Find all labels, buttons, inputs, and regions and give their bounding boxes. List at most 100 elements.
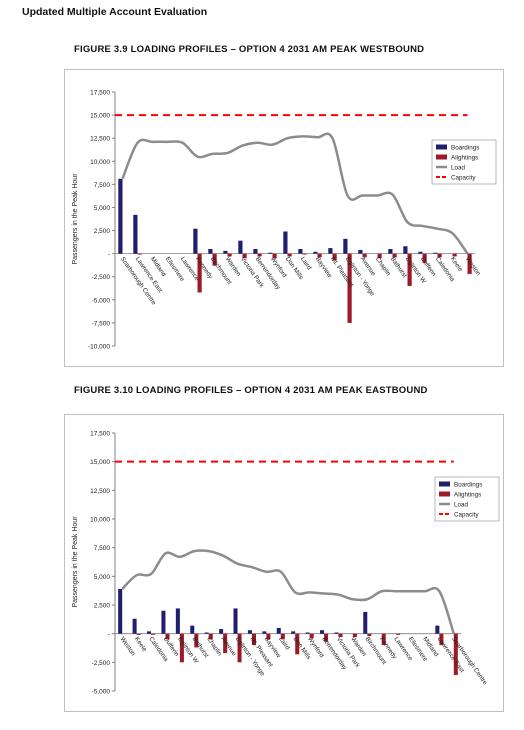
alightings-bar (136, 633, 141, 635)
y-tick-label: -2,500 (92, 660, 111, 667)
y-tick-label: -5,000 (92, 297, 111, 304)
alightings-bar (362, 253, 367, 258)
alightings-bar (287, 253, 292, 257)
boardings-bar (175, 608, 180, 634)
alightings-bar (453, 633, 458, 675)
y-axis-title: Passengers in the Peak Hour (72, 516, 79, 608)
alightings-bar (242, 253, 247, 259)
y-tick-label: 7,500 (94, 182, 111, 189)
alightings-bar (422, 253, 427, 263)
boardings-bar (118, 178, 123, 254)
boardings-bar (435, 625, 440, 634)
boardings-bar (358, 249, 363, 254)
boardings-bar (403, 246, 408, 254)
alightings-bar (223, 633, 228, 654)
alightings-bar (280, 633, 285, 640)
y-tick-label: 15,000 (90, 459, 110, 466)
legend: Boardings Alightings Load Capacity (434, 476, 500, 522)
y-tick-label: 2,500 (94, 228, 111, 235)
y-tick-label: -7,500 (92, 320, 111, 327)
alightings-bar (257, 253, 262, 257)
alightings-bar (332, 253, 337, 261)
boardings-bar (291, 631, 296, 634)
alightings-bar (165, 633, 170, 640)
boardings-bar (298, 249, 303, 254)
legend-label: Alightings (451, 154, 478, 161)
legend-label: Alightings (454, 491, 481, 498)
boardings-bar (219, 629, 224, 634)
alightings-bar (407, 253, 412, 286)
boardings-bar (418, 251, 423, 254)
alightings-bar (272, 253, 277, 259)
y-tick-label: -5,000 (92, 689, 111, 696)
y-tick-label: 2,500 (94, 603, 111, 610)
y-tick-label: 12,500 (90, 488, 110, 495)
alightings-bar (439, 633, 444, 646)
boardings-bar (343, 238, 348, 254)
boardings-bar (132, 618, 137, 634)
boardings-bar (253, 249, 258, 254)
alightings-bar (194, 633, 199, 648)
y-tick-label: -10,000 (88, 344, 110, 351)
y-tick-label: 10,000 (90, 517, 110, 524)
alightings-bar (309, 633, 314, 639)
category-label: Laird (277, 636, 291, 652)
boardings-bar (223, 250, 228, 254)
alightings-bar (347, 253, 352, 323)
y-tick-label: 17,500 (90, 90, 110, 97)
boardings-bar (204, 632, 209, 634)
alightings-bar (452, 253, 457, 257)
figure-3-10-caption: FIGURE 3.10 LOADING PROFILES – OPTION 4 … (74, 385, 428, 396)
y-tick-label: 15,000 (90, 113, 110, 120)
legend-label: Boardings (454, 481, 482, 488)
boardings-bar (238, 240, 243, 254)
load-line (121, 549, 455, 635)
eastbound-chart-frame: 17,500 15,000 12,500 10,000 7,500 5,000 2,500 -… (64, 414, 504, 712)
alightings-bar (151, 633, 156, 635)
legend-label: Capacity (454, 511, 479, 518)
legend-label: Boardings (451, 144, 479, 151)
boardings-bar (190, 625, 195, 634)
boardings-bar (276, 627, 281, 634)
boardings-bar (388, 249, 393, 254)
y-tick-label: 17,500 (90, 431, 110, 438)
y-tick-label: 10,000 (90, 159, 110, 166)
eastbound-chart: 17,500 15,000 12,500 10,000 7,500 5,000 2,500 -… (72, 431, 500, 696)
alightings-bar (266, 633, 271, 640)
legend: Boardings Alightings Load Capacity (431, 139, 497, 185)
alightings-bar (302, 253, 307, 255)
legend-swatch (436, 144, 447, 150)
alightings-bar (137, 253, 142, 255)
legend-label: Load (454, 501, 469, 508)
category-label: Laird (299, 256, 313, 272)
legend-swatch (439, 481, 450, 487)
boardings-bar (133, 214, 138, 254)
alightings-bar (381, 633, 386, 646)
alightings-bar (396, 633, 401, 635)
y-tick-label: 7,500 (94, 545, 111, 552)
alightings-bar (392, 253, 397, 258)
alightings-bar (367, 633, 372, 636)
y-tick-label: -2,500 (92, 274, 111, 281)
alightings-bar (338, 633, 343, 638)
boardings-bar (233, 608, 238, 634)
alightings-bar (237, 633, 242, 663)
boardings-bar (147, 631, 152, 634)
westbound-chart: 17,500 15,000 12,500 10,000 7,500 5,000 2,500 -… (72, 90, 497, 351)
alightings-bar (352, 633, 357, 638)
boardings-bar (208, 249, 213, 254)
boardings-bar (247, 630, 252, 634)
alightings-bar (208, 633, 213, 640)
figure-3-9-caption: FIGURE 3.9 LOADING PROFILES – OPTION 4 2… (74, 44, 425, 55)
alightings-bar (317, 253, 322, 258)
alightings-bar (377, 253, 382, 259)
y-tick-label: 12,500 (90, 136, 110, 143)
alightings-bar (437, 253, 442, 258)
boardings-bar (161, 610, 166, 634)
legend-swatch (436, 154, 447, 160)
boardings-bar (118, 588, 123, 634)
boardings-bar (320, 630, 325, 634)
category-label: Weston (464, 256, 482, 278)
boardings-bar (262, 631, 267, 634)
boardings-bar (328, 248, 333, 254)
